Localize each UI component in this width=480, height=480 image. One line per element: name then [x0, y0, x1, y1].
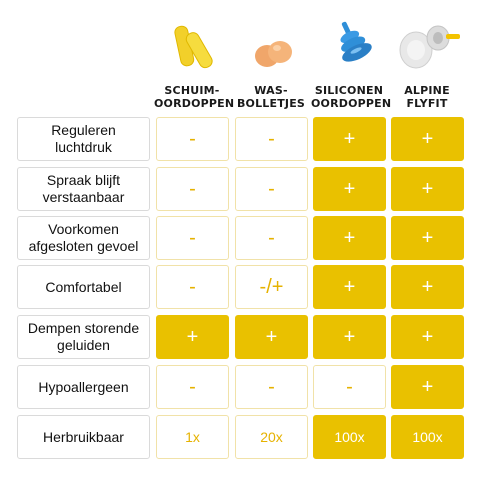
value-symbol: + — [343, 226, 356, 249]
column-header-wax: WAS- BOLLETJES — [236, 84, 306, 110]
value-cell: -/+ — [235, 265, 308, 309]
value-cell: - — [313, 365, 386, 409]
column-header-silicone: SILICONEN OORDOPPEN — [311, 84, 392, 110]
foam-earplugs-image — [174, 25, 213, 69]
value-cell: - — [156, 117, 229, 161]
value-symbol: - — [268, 226, 275, 249]
column-header-foam: SCHUIM- OORDOPPEN — [154, 84, 235, 110]
value-cell: + — [313, 167, 386, 211]
row-label: Voorkomen afgesloten gevoel — [17, 216, 150, 260]
value-cell: + — [391, 365, 464, 409]
value-symbol: -/+ — [259, 275, 284, 298]
value-symbol: - — [268, 177, 275, 200]
value-cell: + — [313, 315, 386, 359]
row-label: Hypoallergeen — [17, 365, 150, 409]
value-cell: + — [235, 315, 308, 359]
value-symbol: - — [189, 177, 196, 200]
value-text: 1x — [185, 429, 200, 445]
value-symbol: - — [189, 375, 196, 398]
value-cell: + — [391, 117, 464, 161]
value-cell: + — [313, 117, 386, 161]
value-cell: - — [156, 365, 229, 409]
value-cell: - — [156, 167, 229, 211]
row-label: Dempen storende geluiden — [17, 315, 150, 359]
value-symbol: - — [189, 226, 196, 249]
value-cell: + — [156, 315, 229, 359]
value-cell: + — [391, 216, 464, 260]
value-cell: 1x — [156, 415, 229, 459]
value-symbol: + — [421, 375, 434, 398]
value-cell: + — [313, 265, 386, 309]
value-symbol: + — [421, 177, 434, 200]
value-symbol: + — [421, 275, 434, 298]
value-symbol: + — [265, 325, 278, 348]
value-cell: + — [391, 265, 464, 309]
silicone-earplug-image — [340, 21, 372, 62]
value-cell: 100x — [391, 415, 464, 459]
value-symbol: - — [268, 375, 275, 398]
row-label: Comfortabel — [17, 265, 150, 309]
row-label: Spraak blijft verstaanbaar — [17, 167, 150, 211]
alpine-flyfit-image — [399, 25, 460, 69]
row-label: Reguleren luchtdruk — [17, 117, 150, 161]
value-text: 100x — [334, 429, 365, 445]
value-symbol: + — [421, 226, 434, 249]
wax-balls-image — [255, 41, 292, 67]
column-header-flyfit: ALPINE FLYFIT — [404, 84, 450, 110]
value-symbol: - — [346, 375, 353, 398]
value-cell: - — [156, 216, 229, 260]
value-symbol: + — [421, 325, 434, 348]
value-symbol: + — [343, 127, 356, 150]
value-symbol: + — [421, 127, 434, 150]
value-cell: + — [391, 167, 464, 211]
value-text: 20x — [260, 429, 283, 445]
value-cell: - — [235, 167, 308, 211]
value-symbol: + — [186, 325, 199, 348]
value-cell: 100x — [313, 415, 386, 459]
value-cell: + — [391, 315, 464, 359]
value-cell: - — [235, 216, 308, 260]
value-cell: 20x — [235, 415, 308, 459]
value-cell: + — [313, 216, 386, 260]
value-symbol: + — [343, 275, 356, 298]
value-symbol: + — [343, 177, 356, 200]
value-symbol: - — [189, 127, 196, 150]
value-cell: - — [235, 365, 308, 409]
row-label: Herbruikbaar — [17, 415, 150, 459]
value-symbol: - — [268, 127, 275, 150]
value-cell: - — [235, 117, 308, 161]
value-symbol: + — [343, 325, 356, 348]
value-text: 100x — [412, 429, 443, 445]
value-cell: - — [156, 265, 229, 309]
value-symbol: - — [189, 275, 196, 298]
